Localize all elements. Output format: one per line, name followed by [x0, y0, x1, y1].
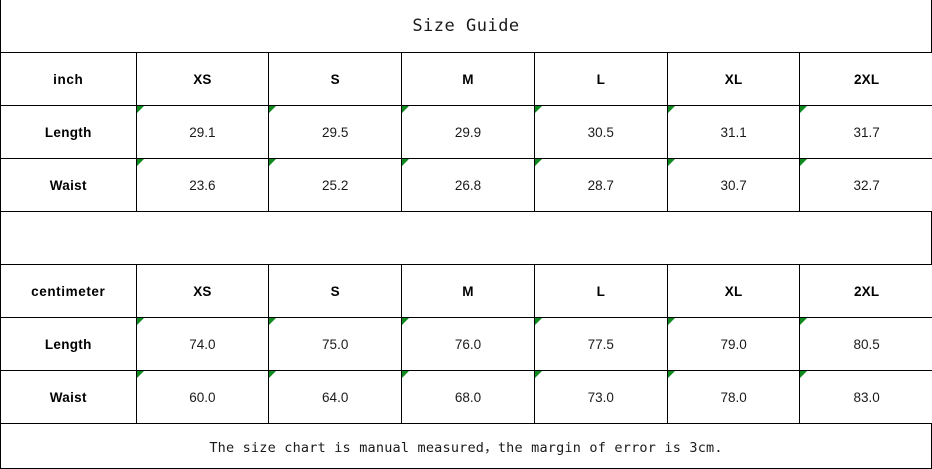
- cell-inch-waist-s: 25.2: [268, 158, 403, 212]
- title-row: Size Guide: [1, 0, 931, 53]
- size-header-xl: XL: [667, 53, 801, 106]
- table-separator-row: [1, 212, 931, 265]
- cell-inch-waist-2xl: 32.7: [799, 158, 932, 212]
- size-header-xs: XS: [136, 53, 270, 106]
- cell-inch-length-2xl: 31.7: [799, 105, 932, 159]
- cell-cm-waist-2xl: 83.0: [799, 370, 932, 424]
- size-header-m-cm: M: [401, 265, 535, 318]
- row-label-waist-cm: Waist: [1, 370, 137, 424]
- page-title: Size Guide: [412, 16, 520, 36]
- table-row: Waist 60.0 64.0 68.0 73.0 78.0 83.0: [1, 370, 932, 424]
- inch-header-row: inch XS S M L XL 2XL: [1, 53, 932, 106]
- cell-cm-length-xs: 74.0: [136, 317, 270, 371]
- centimeter-header-row: centimeter XS S M L XL 2XL: [1, 265, 932, 318]
- cell-inch-waist-xl: 30.7: [667, 158, 801, 212]
- cell-cm-length-s: 75.0: [268, 317, 403, 371]
- cell-cm-length-2xl: 80.5: [799, 317, 932, 371]
- size-header-2xl-cm: 2XL: [799, 265, 932, 318]
- row-label-waist-inch: Waist: [1, 158, 137, 212]
- unit-label-inch: inch: [1, 53, 137, 106]
- cell-cm-waist-s: 64.0: [268, 370, 403, 424]
- cell-inch-length-xl: 31.1: [667, 105, 801, 159]
- unit-label-centimeter: centimeter: [1, 265, 137, 318]
- size-header-l-cm: L: [534, 265, 668, 318]
- size-header-xs-cm: XS: [136, 265, 270, 318]
- cell-inch-waist-xs: 23.6: [136, 158, 270, 212]
- cell-cm-waist-m: 68.0: [401, 370, 535, 424]
- cell-cm-waist-xl: 78.0: [667, 370, 801, 424]
- size-header-l: L: [534, 53, 668, 106]
- cell-cm-waist-l: 73.0: [534, 370, 668, 424]
- cell-cm-length-m: 76.0: [401, 317, 535, 371]
- cell-inch-length-l: 30.5: [534, 105, 668, 159]
- cell-inch-waist-l: 28.7: [534, 158, 668, 212]
- cell-cm-waist-xs: 60.0: [136, 370, 270, 424]
- size-header-xl-cm: XL: [667, 265, 801, 318]
- centimeter-size-table: centimeter XS S M L XL 2XL Length 74.0 7…: [1, 265, 932, 424]
- measurement-disclaimer: The size chart is manual measured，the ma…: [209, 440, 723, 456]
- size-header-s-cm: S: [268, 265, 403, 318]
- table-row: Length 74.0 75.0 76.0 77.5 79.0 80.5: [1, 317, 932, 371]
- row-label-length-cm: Length: [1, 317, 137, 371]
- footer-note-row: The size chart is manual measured，the ma…: [1, 424, 931, 468]
- cell-cm-length-xl: 79.0: [667, 317, 801, 371]
- size-header-2xl: 2XL: [799, 53, 932, 106]
- cell-inch-waist-m: 26.8: [401, 158, 535, 212]
- size-header-m: M: [401, 53, 535, 106]
- table-row: Length 29.1 29.5 29.9 30.5 31.1 31.7: [1, 105, 932, 159]
- table-row: Waist 23.6 25.2 26.8 28.7 30.7 32.7: [1, 158, 932, 212]
- size-header-s: S: [268, 53, 403, 106]
- inch-size-table: inch XS S M L XL 2XL Length 29.1 29.5 29…: [1, 53, 932, 212]
- cell-inch-length-xs: 29.1: [136, 105, 270, 159]
- cell-cm-length-l: 77.5: [534, 317, 668, 371]
- cell-inch-length-s: 29.5: [268, 105, 403, 159]
- cell-inch-length-m: 29.9: [401, 105, 535, 159]
- row-label-length-inch: Length: [1, 105, 137, 159]
